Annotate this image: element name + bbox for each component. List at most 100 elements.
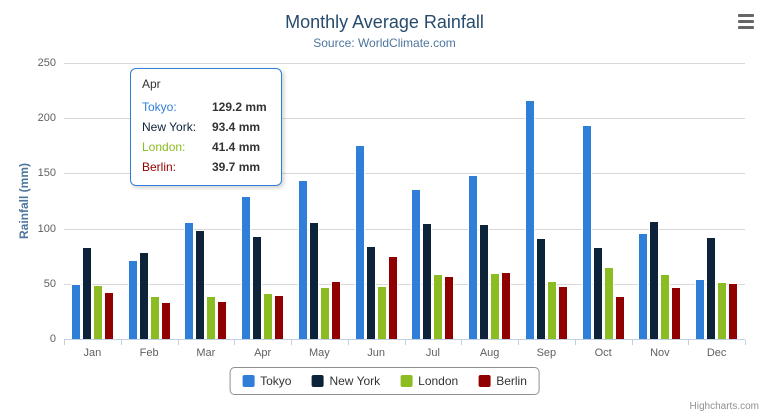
bar-berlin-aug[interactable] [501, 272, 512, 339]
bar-new-york-nov[interactable] [649, 221, 660, 339]
bar-tokyo-jul[interactable] [411, 189, 422, 339]
legend-swatch-tokyo [242, 375, 255, 387]
bar-berlin-jan[interactable] [103, 292, 114, 339]
tooltip-series-name: New York: [142, 120, 197, 134]
tooltip-row: Berlin: 39.7 mm [142, 157, 267, 177]
bar-tokyo-mar[interactable] [184, 221, 195, 339]
bar-tokyo-dec[interactable] [695, 278, 706, 339]
y-axis-title: Rainfall (mm) [17, 162, 31, 240]
bar-tokyo-may[interactable] [297, 180, 308, 339]
legend-label: Tokyo [260, 374, 292, 388]
tooltip-row: Tokyo: 129.2 mm [142, 97, 267, 117]
plot-area: 0 50 100 150 200 250 Jan Feb Mar Apr May Jun Jul Aug… [38, 57, 746, 359]
legend-swatch-london [400, 375, 413, 387]
tooltip-series-value: 129.2 mm [212, 100, 267, 114]
x-axis-label-may: May [308, 347, 330, 359]
bar-london-oct[interactable] [603, 267, 614, 339]
gridline [64, 228, 745, 230]
gridline [64, 118, 745, 120]
bar-berlin-apr[interactable] [274, 295, 285, 339]
bar-berlin-nov[interactable] [671, 287, 682, 339]
bar-group-may [291, 63, 348, 339]
x-axis-tick [347, 340, 349, 345]
chart-title: Monthly Average Rainfall [285, 12, 484, 32]
bar-tokyo-jun[interactable] [354, 144, 365, 339]
bar-tokyo-sep[interactable] [524, 100, 535, 339]
bar-new-york-feb[interactable] [138, 252, 149, 339]
bar-new-york-dec[interactable] [706, 237, 717, 339]
bar-london-nov[interactable] [660, 273, 671, 339]
x-axis-tick [64, 340, 65, 345]
x-axis-label-oct: Oct [594, 347, 612, 359]
bar-group-jun [348, 63, 405, 339]
x-axis-label-sep: Sep [536, 347, 557, 359]
legend-label: Berlin [496, 374, 527, 388]
bar-berlin-oct[interactable] [614, 295, 625, 339]
bar-london-mar[interactable] [206, 295, 217, 339]
bar-berlin-jun[interactable] [387, 255, 398, 339]
x-axis-tick [291, 340, 292, 345]
gridline [64, 283, 745, 285]
x-axis-label-jun: Jun [367, 347, 385, 359]
bar-group-jan [64, 63, 121, 339]
bar-tokyo-jan[interactable] [70, 283, 81, 339]
bar-london-may[interactable] [319, 287, 330, 339]
x-axis-label-nov: Nov [650, 347, 670, 359]
bar-group-nov [632, 63, 689, 339]
tooltip-header: Apr [142, 77, 161, 91]
bar-london-dec[interactable] [717, 282, 728, 339]
bar-london-aug[interactable] [490, 273, 501, 339]
legend-item-new-york[interactable]: New York [311, 374, 380, 388]
bar-berlin-mar[interactable] [217, 300, 228, 339]
bar-berlin-feb[interactable] [160, 302, 171, 339]
bar-new-york-jun[interactable] [365, 245, 376, 339]
bar-new-york-jan[interactable] [81, 246, 92, 339]
x-axis-tick [234, 340, 236, 345]
bar-tokyo-oct[interactable] [581, 124, 592, 339]
bar-berlin-jul[interactable] [444, 275, 455, 339]
bar-london-jan[interactable] [92, 285, 103, 339]
legend-item-tokyo[interactable]: Tokyo [242, 374, 291, 388]
bar-tokyo-aug[interactable] [468, 175, 479, 339]
bar-group-jul [405, 63, 462, 339]
tooltip-series-value: 39.7 mm [212, 160, 261, 174]
tooltip-row: London: 41.4 mm [142, 137, 267, 157]
y-axis-tick-label: 50 [43, 277, 56, 290]
bar-london-jun[interactable] [376, 285, 387, 339]
bar-new-york-sep[interactable] [535, 238, 546, 339]
bar-london-sep[interactable] [546, 281, 557, 339]
bar-group-apr [234, 63, 291, 339]
x-axis-label-mar: Mar [196, 347, 216, 359]
bar-tokyo-nov[interactable] [638, 233, 649, 339]
bar-berlin-may[interactable] [330, 280, 341, 339]
y-axis-tick-label: 150 [37, 167, 56, 180]
bar-berlin-dec[interactable] [728, 282, 739, 339]
credits-link[interactable]: Highcharts.com [689, 401, 759, 412]
bar-new-york-mar[interactable] [195, 230, 206, 339]
bar-berlin-sep[interactable] [557, 286, 568, 339]
bar-new-york-oct[interactable] [592, 246, 603, 339]
bar-london-jul[interactable] [433, 273, 444, 339]
bar-new-york-may[interactable] [308, 221, 319, 339]
chart-subtitle: Source: WorldClimate.com [313, 36, 456, 50]
legend-item-berlin[interactable]: Berlin [478, 374, 527, 388]
bar-new-york-apr[interactable] [252, 235, 263, 339]
bar-group-oct [575, 63, 632, 339]
tooltip-table: Tokyo: 129.2 mm New York: 93.4 mm London: 41.… [142, 97, 267, 177]
bar-group-mar [178, 63, 235, 339]
bar-tokyo-feb[interactable] [127, 260, 138, 339]
bar-new-york-jul[interactable] [422, 223, 433, 339]
legend-item-london[interactable]: London [400, 374, 458, 388]
export-menu-button[interactable] [733, 10, 759, 32]
bar-london-feb[interactable] [149, 296, 160, 339]
legend-label: London [418, 374, 459, 388]
bar-london-apr[interactable] [263, 293, 274, 339]
x-axis-label-apr: Apr [254, 347, 272, 359]
bar-new-york-aug[interactable] [479, 223, 490, 339]
x-axis-tick [404, 340, 406, 345]
tooltip-series-value: 41.4 mm [212, 140, 261, 154]
bar-tokyo-apr[interactable] [241, 196, 252, 339]
legend: Tokyo New York London Berlin [229, 367, 540, 395]
legend-swatch-new-york [311, 375, 324, 387]
